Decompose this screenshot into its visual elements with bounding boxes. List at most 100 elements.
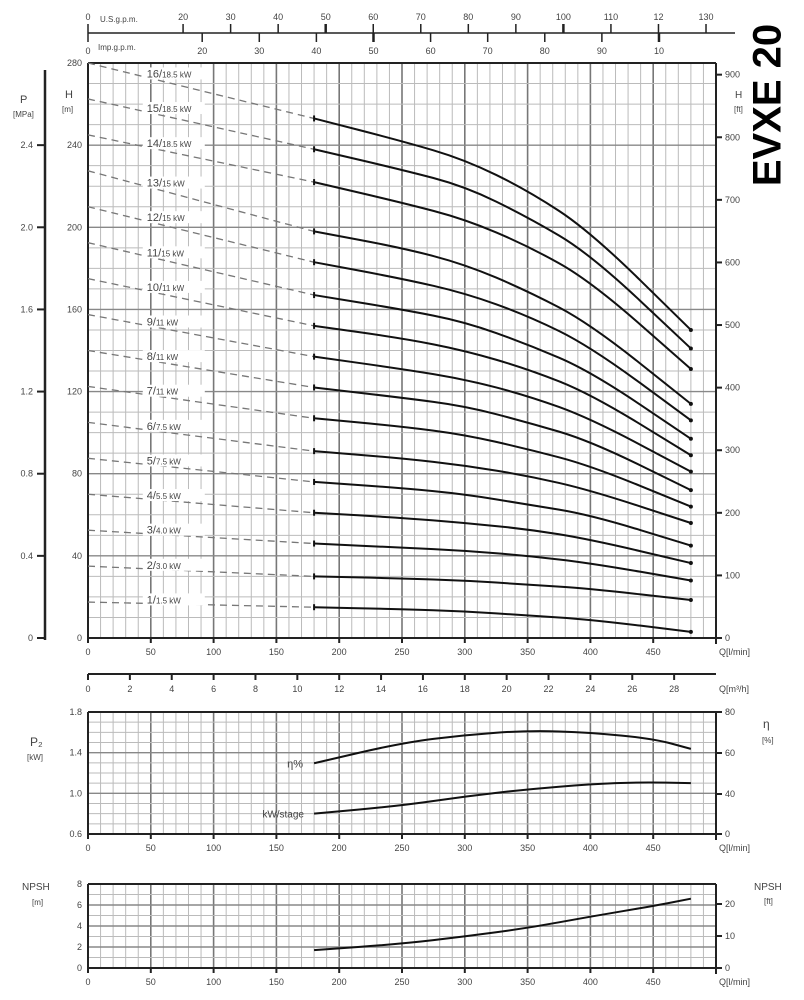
m3h-tick-label: 0 (85, 684, 90, 694)
head-curve-13 (313, 230, 692, 405)
npsh-y-unit: [m] (32, 898, 43, 907)
curve-end-mark (688, 561, 693, 566)
npsh-y-tick-label: 4 (77, 921, 82, 931)
ft-tick-label: 0 (725, 633, 730, 643)
curve-label-power: 7.5 kW (156, 457, 181, 466)
power-x-tick-label: 150 (269, 843, 284, 853)
us-gpm-tick-label: 12 (653, 12, 663, 22)
npsh-y-tick-label: 6 (77, 900, 82, 910)
curve-end-mark (688, 504, 693, 509)
us-gpm-tick-label: 110 (604, 12, 618, 22)
us-gpm-tick-label: 80 (463, 12, 473, 22)
head-curve-14 (313, 181, 692, 370)
ft-axis-label: H (735, 90, 742, 101)
imp-gpm-tick-label: 10 (654, 46, 664, 56)
power-x-tick-label: 0 (85, 843, 90, 853)
dashed-extension-10 (87, 277, 315, 327)
curve-label-bg (142, 67, 205, 80)
head-x-tick-label: 350 (520, 647, 535, 657)
imp-gpm-tick-label: 20 (197, 46, 207, 56)
dashed-extension-4 (87, 493, 315, 514)
curve-label-power: 15 kW (162, 180, 185, 189)
ft-tick-label: 300 (725, 445, 740, 455)
head-curve-11 (313, 294, 692, 440)
head-y-tick-label: 200 (67, 222, 82, 232)
us-gpm-tick-label: 0 (85, 12, 90, 22)
head-y-tick-label: 280 (67, 58, 82, 68)
head-curve-15 (313, 148, 692, 350)
head-y-tick-label: 0 (77, 633, 82, 643)
head-y-tick-label: 40 (72, 551, 82, 561)
npsh-x-label: Q[l/min] (719, 977, 750, 987)
pressure-tick-label: 0.8 (20, 469, 33, 479)
curve-label-stage: 16/18.5 kW (147, 68, 192, 80)
curve-label-power: 1.5 kW (156, 596, 181, 605)
dashed-extension-9 (87, 313, 315, 358)
imp-gpm-tick-label: 50 (368, 46, 378, 56)
npsh-ft-tick-label: 0 (725, 963, 730, 973)
head-curve-10 (313, 324, 692, 457)
curve-label-bg (142, 384, 205, 397)
curve-label-stage: 2/3.0 kW (147, 560, 182, 572)
ft-tick-label: 600 (725, 257, 740, 267)
curve-label-power: 11 kW (156, 388, 179, 397)
curve-label-bg (142, 211, 205, 224)
imp-gpm-tick-label: 30 (254, 46, 264, 56)
head-curve-9 (313, 355, 692, 473)
npsh-y-label: NPSH (22, 882, 50, 893)
m3h-label: Q[m³/h] (719, 684, 749, 694)
head-x-label: Q[l/min] (719, 647, 750, 657)
curve-label-stage: 13/15 kW (147, 178, 185, 190)
npsh-x-tick-label: 150 (269, 977, 284, 987)
us-gpm-tick-label: 70 (416, 12, 426, 22)
curve-label-power: 18.5 kW (162, 105, 192, 114)
head-curve-4 (314, 511, 692, 565)
m3h-tick-label: 10 (292, 684, 302, 694)
curve-label-stage: 7/11 kW (147, 386, 179, 398)
dashed-extension-16 (87, 62, 315, 120)
curve-label-stage: 11/15 kW (147, 247, 185, 259)
dashed-extension-5 (87, 457, 315, 483)
head-x-tick-label: 300 (457, 647, 472, 657)
m3h-tick-label: 20 (502, 684, 512, 694)
head-x-tick-label: 100 (206, 647, 221, 657)
head-x-tick-label: 450 (646, 647, 661, 657)
curve-label-power: 7.5 kW (156, 423, 181, 432)
curve-label-bg (142, 419, 205, 432)
us-gpm-tick-label: 90 (511, 12, 521, 22)
head-y-unit: [m] (62, 105, 73, 114)
dashed-extension-13 (87, 170, 315, 233)
head-curve-5 (314, 480, 692, 547)
dashed-extension-15 (87, 98, 315, 150)
m3h-tick-label: 12 (334, 684, 344, 694)
npsh-x-tick-label: 300 (457, 977, 472, 987)
head-curve-12 (313, 261, 692, 422)
power-x-tick-label: 300 (457, 843, 472, 853)
head-y-tick-label: 120 (67, 387, 82, 397)
dashed-extension-2 (87, 565, 315, 578)
imp-gpm-tick-label: 80 (540, 46, 550, 56)
npsh-ft-unit: [ft] (764, 897, 773, 906)
curve-label-stage: 6/7.5 kW (147, 421, 182, 433)
curve-end-mark (688, 578, 693, 583)
m3h-tick-label: 18 (460, 684, 470, 694)
m3h-tick-label: 4 (169, 684, 174, 694)
curve-label-bg (142, 246, 205, 259)
m3h-tick-label: 6 (211, 684, 216, 694)
curve-label-bg (142, 523, 205, 536)
model-title-text: EVXE 20 (745, 23, 790, 187)
curve-label-bg (142, 489, 205, 502)
curve-end-mark (688, 453, 693, 458)
us-gpm-tick-label: 30 (226, 12, 236, 22)
m3h-tick-label: 28 (669, 684, 679, 694)
head-y-label: H (65, 89, 73, 101)
dashed-extension-3 (87, 529, 315, 545)
curve-end-mark (688, 488, 693, 493)
npsh-x-tick-label: 400 (583, 977, 598, 987)
curve-label-power: 5.5 kW (156, 492, 181, 501)
m3h-tick-label: 22 (544, 684, 554, 694)
imp-gpm-tick-label: 40 (311, 46, 321, 56)
curve-label-stage: 4/5.5 kW (147, 490, 182, 502)
power-x-tick-label: 250 (394, 843, 409, 853)
